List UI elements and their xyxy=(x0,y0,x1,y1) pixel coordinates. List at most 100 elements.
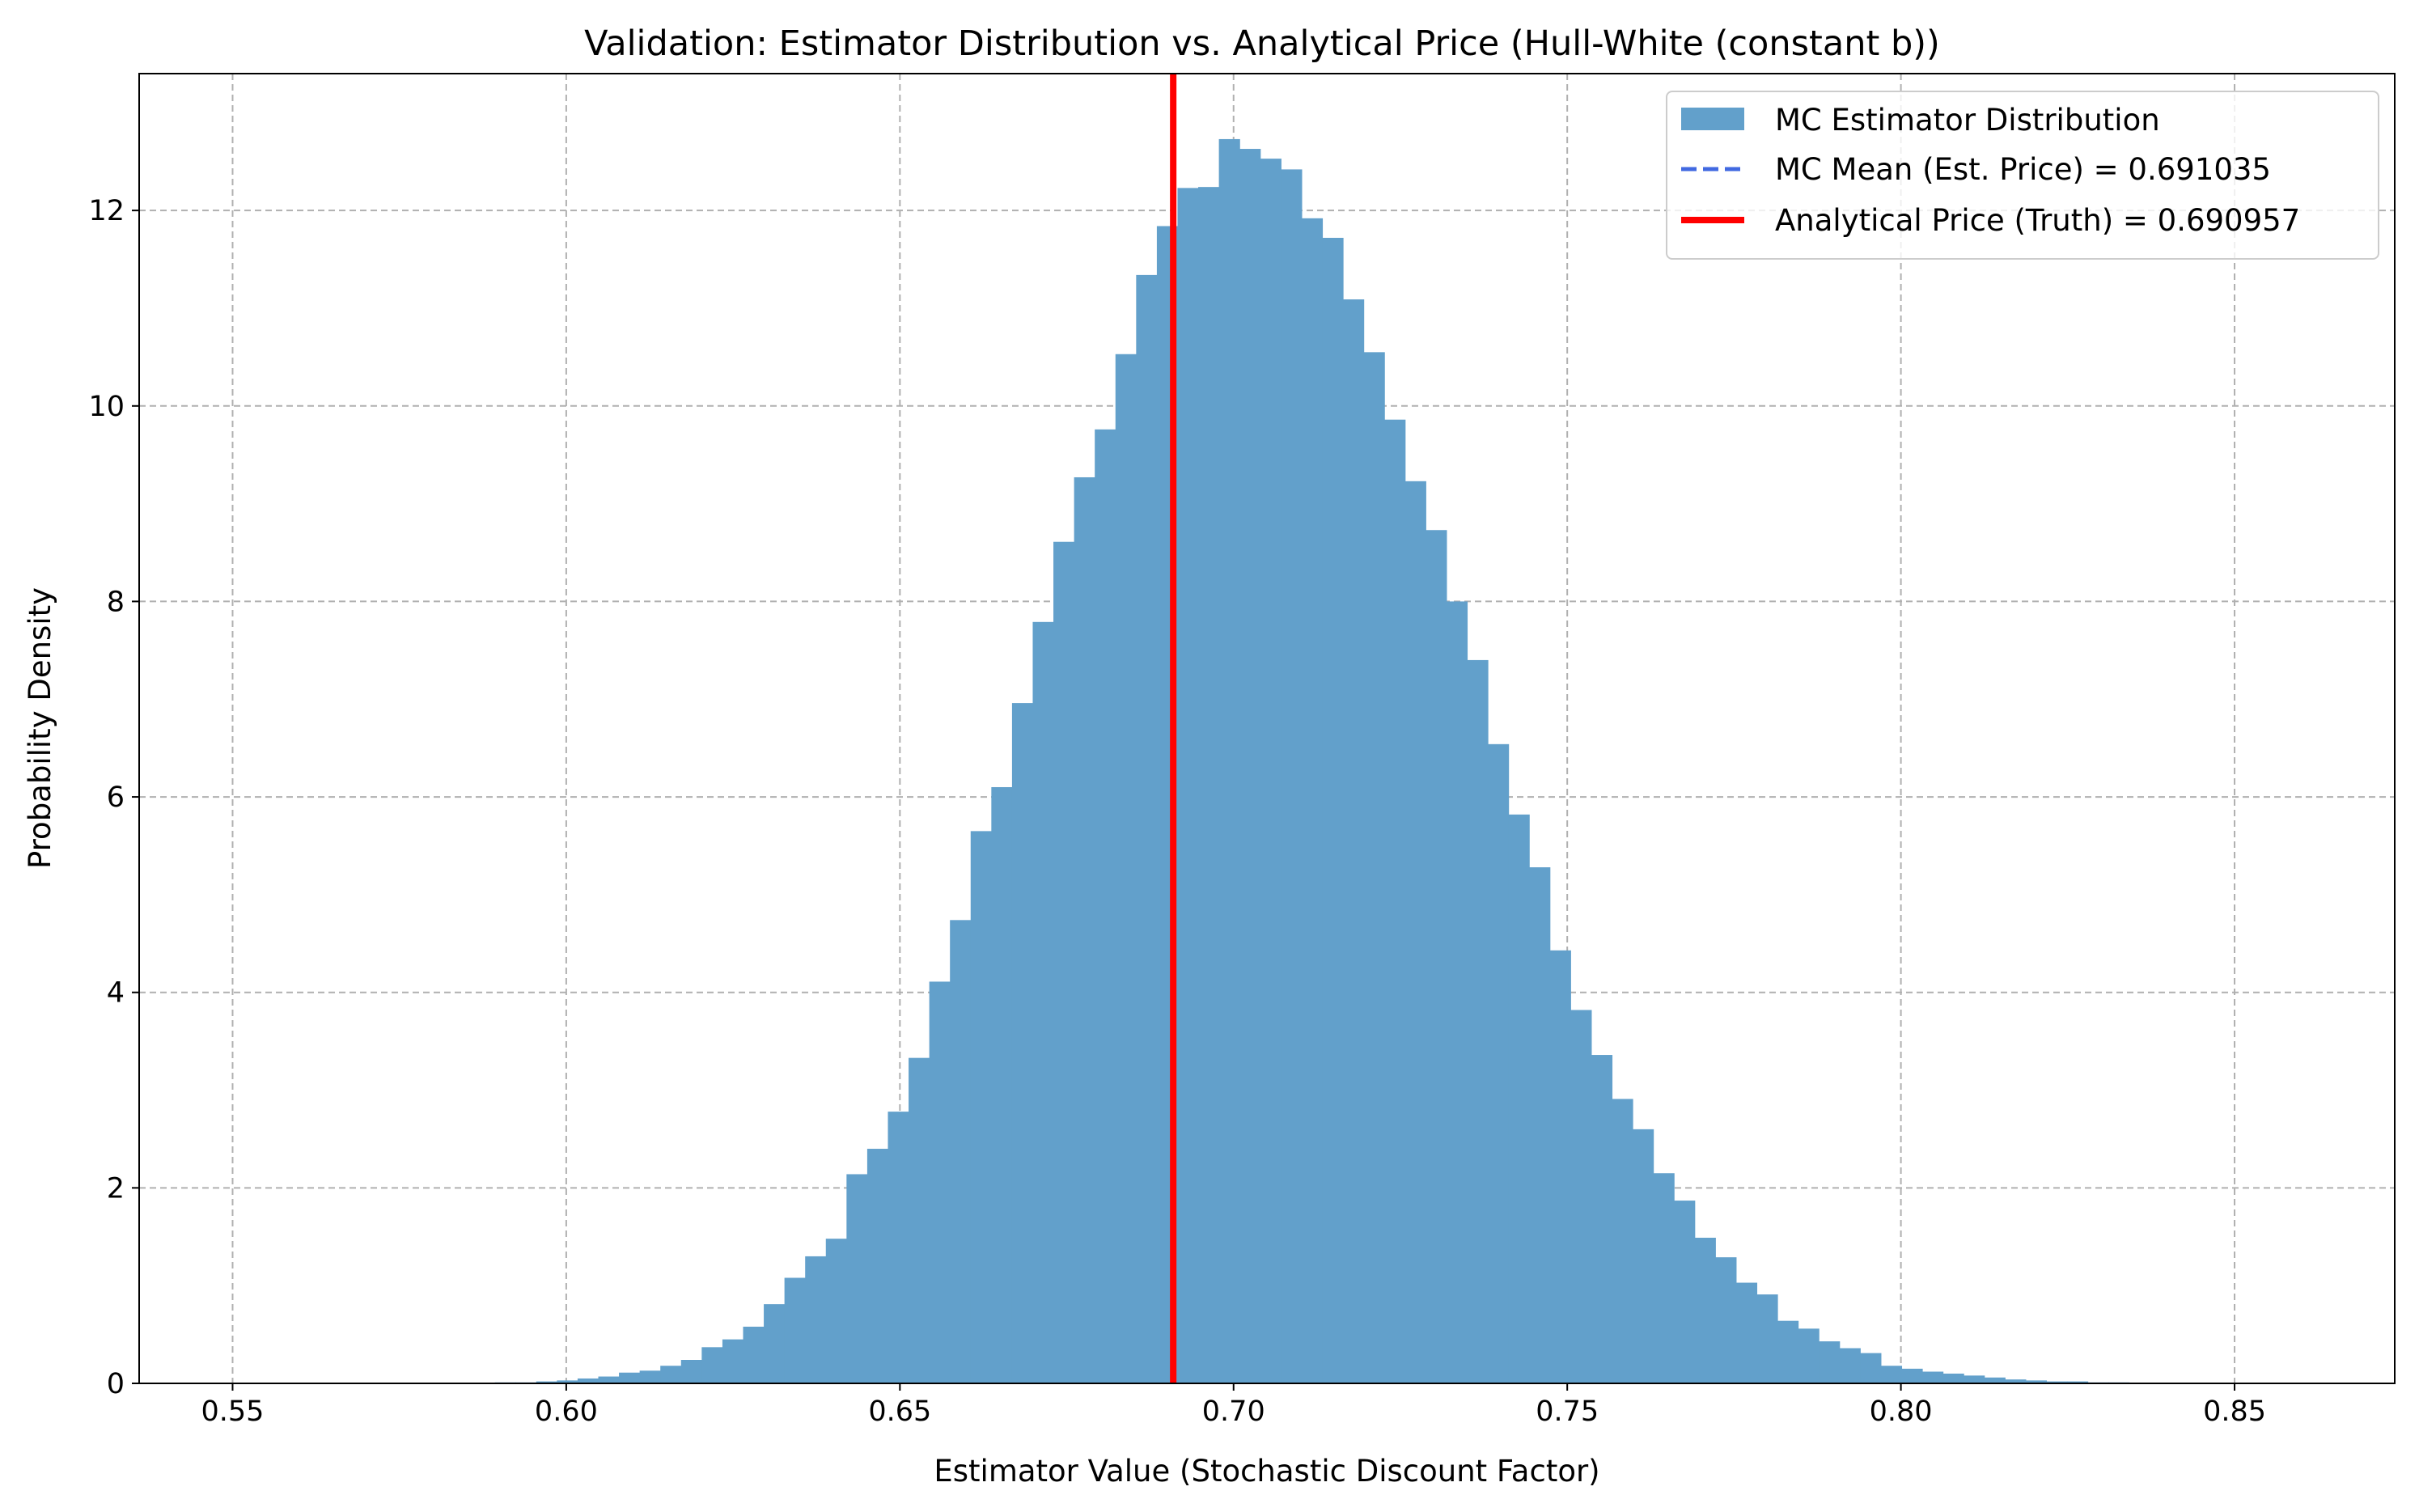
histogram-bar-86 xyxy=(2005,1379,2027,1383)
histogram-bar-51 xyxy=(1281,169,1303,1383)
legend-swatch-histogram xyxy=(1681,108,1744,130)
x-tick-label-3: 0.70 xyxy=(1202,1396,1265,1428)
legend-label-mc-mean: MC Mean (Est. Price) = 0.691035 xyxy=(1775,152,2271,187)
x-tick-label-6: 0.85 xyxy=(2203,1396,2266,1428)
histogram-bar-61 xyxy=(1488,743,1510,1383)
histogram-bar-79 xyxy=(1860,1353,1882,1383)
histogram-bar-17 xyxy=(577,1378,599,1383)
histogram-bar-25 xyxy=(743,1326,765,1383)
histogram-bar-82 xyxy=(1922,1371,1944,1383)
histogram-bar-23 xyxy=(701,1347,723,1383)
y-tick-label-2: 4 xyxy=(107,977,125,1010)
legend: MC Estimator Distribution MC Mean (Est. … xyxy=(1666,91,2379,260)
histogram-bar-73 xyxy=(1735,1282,1758,1383)
histogram-bar-42 xyxy=(1095,429,1116,1383)
histogram-bar-69 xyxy=(1653,1173,1675,1383)
histogram-bar-39 xyxy=(1032,621,1054,1383)
y-tick-label-1: 2 xyxy=(107,1172,125,1205)
y-tick-label-0: 0 xyxy=(107,1368,125,1400)
reference-lines xyxy=(1170,74,1177,1383)
histogram-bar-19 xyxy=(619,1372,641,1383)
histogram-bar-55 xyxy=(1363,352,1385,1383)
histogram-bar-88 xyxy=(2046,1381,2068,1383)
y-tick-label-4: 8 xyxy=(107,586,125,618)
histogram-bar-49 xyxy=(1239,149,1261,1383)
x-tick-label-5: 0.80 xyxy=(1870,1396,1933,1428)
histogram-bar-41 xyxy=(1074,476,1095,1384)
histogram-bar-50 xyxy=(1260,159,1282,1384)
histogram-bar-68 xyxy=(1633,1129,1654,1383)
histogram-bar-56 xyxy=(1384,419,1406,1383)
histogram-bar-48 xyxy=(1218,138,1240,1384)
histogram-bar-85 xyxy=(1984,1377,2006,1383)
histogram-bar-59 xyxy=(1446,601,1468,1383)
histogram-bar-47 xyxy=(1198,187,1220,1384)
histogram-bar-16 xyxy=(557,1380,578,1383)
x-axis-ticks: 0.55 0.60 0.65 0.70 0.75 0.80 0.85 xyxy=(201,1383,2266,1428)
histogram-bar-57 xyxy=(1404,481,1426,1383)
histogram-bar-66 xyxy=(1591,1055,1613,1383)
histogram-bar-30 xyxy=(846,1174,868,1383)
histogram-bar-62 xyxy=(1508,814,1530,1383)
histogram-bar-26 xyxy=(764,1304,786,1383)
histogram-bar-65 xyxy=(1570,1010,1592,1383)
histogram-bars xyxy=(494,138,2130,1384)
histogram-bar-32 xyxy=(888,1112,909,1383)
histogram-bar-60 xyxy=(1467,659,1489,1383)
histogram-bar-76 xyxy=(1798,1328,1820,1383)
histogram-bar-70 xyxy=(1674,1201,1696,1383)
histogram-bar-15 xyxy=(536,1381,557,1383)
histogram-bar-80 xyxy=(1880,1366,1903,1383)
histogram-bar-22 xyxy=(680,1360,702,1383)
histogram-bar-64 xyxy=(1549,950,1571,1383)
legend-box xyxy=(1666,91,2379,260)
x-tick-label-1: 0.60 xyxy=(535,1396,598,1428)
y-axis-label: Probability Density xyxy=(23,587,57,869)
histogram-bar-67 xyxy=(1612,1099,1633,1383)
histogram-bar-83 xyxy=(1942,1373,1964,1383)
histogram-bar-24 xyxy=(722,1339,744,1383)
histogram-bar-89 xyxy=(2066,1381,2089,1383)
histogram-bar-29 xyxy=(825,1239,847,1383)
histogram-bar-53 xyxy=(1322,237,1344,1383)
histogram-bar-34 xyxy=(929,981,951,1383)
x-tick-label-4: 0.75 xyxy=(1536,1396,1599,1428)
histogram-bar-28 xyxy=(805,1256,827,1383)
histogram-bar-43 xyxy=(1115,354,1137,1383)
histogram-bar-77 xyxy=(1819,1341,1841,1383)
histogram-bar-21 xyxy=(660,1366,682,1383)
histogram-bar-40 xyxy=(1053,541,1075,1383)
histogram-bar-87 xyxy=(2025,1380,2048,1383)
histogram-bar-37 xyxy=(991,786,1013,1383)
histogram-bar-18 xyxy=(598,1376,620,1383)
histogram-bar-35 xyxy=(950,920,972,1383)
histogram-bar-33 xyxy=(909,1057,930,1383)
histogram-bar-31 xyxy=(866,1149,889,1383)
histogram-bar-78 xyxy=(1839,1348,1861,1383)
histogram-bar-54 xyxy=(1343,299,1365,1383)
histogram-bar-72 xyxy=(1715,1257,1737,1383)
histogram-bar-27 xyxy=(784,1277,806,1383)
histogram-bar-38 xyxy=(1011,703,1034,1383)
histogram-bar-46 xyxy=(1177,188,1199,1383)
histogram-bar-58 xyxy=(1426,530,1447,1383)
y-tick-label-6: 12 xyxy=(88,195,125,227)
y-tick-label-5: 10 xyxy=(88,391,125,423)
histogram-bar-44 xyxy=(1136,274,1158,1383)
histogram-bar-36 xyxy=(970,831,992,1383)
histogram-bar-75 xyxy=(1777,1320,1799,1383)
legend-label-histogram: MC Estimator Distribution xyxy=(1775,103,2160,138)
histogram-bar-71 xyxy=(1694,1237,1716,1383)
histogram-bar-63 xyxy=(1529,867,1551,1383)
y-axis-ticks: 0 2 4 6 8 10 12 xyxy=(88,195,139,1400)
x-axis-label: Estimator Value (Stochastic Discount Fac… xyxy=(934,1454,1599,1489)
histogram-bar-81 xyxy=(1901,1368,1923,1383)
histogram-bar-20 xyxy=(639,1370,661,1383)
legend-label-analytical-price: Analytical Price (Truth) = 0.690957 xyxy=(1775,203,2300,238)
y-tick-label-3: 6 xyxy=(107,781,125,814)
histogram-bar-84 xyxy=(1964,1375,1985,1383)
plot-frame xyxy=(138,73,2396,1384)
histogram-bar-74 xyxy=(1756,1294,1778,1383)
x-tick-label-2: 0.65 xyxy=(868,1396,931,1428)
